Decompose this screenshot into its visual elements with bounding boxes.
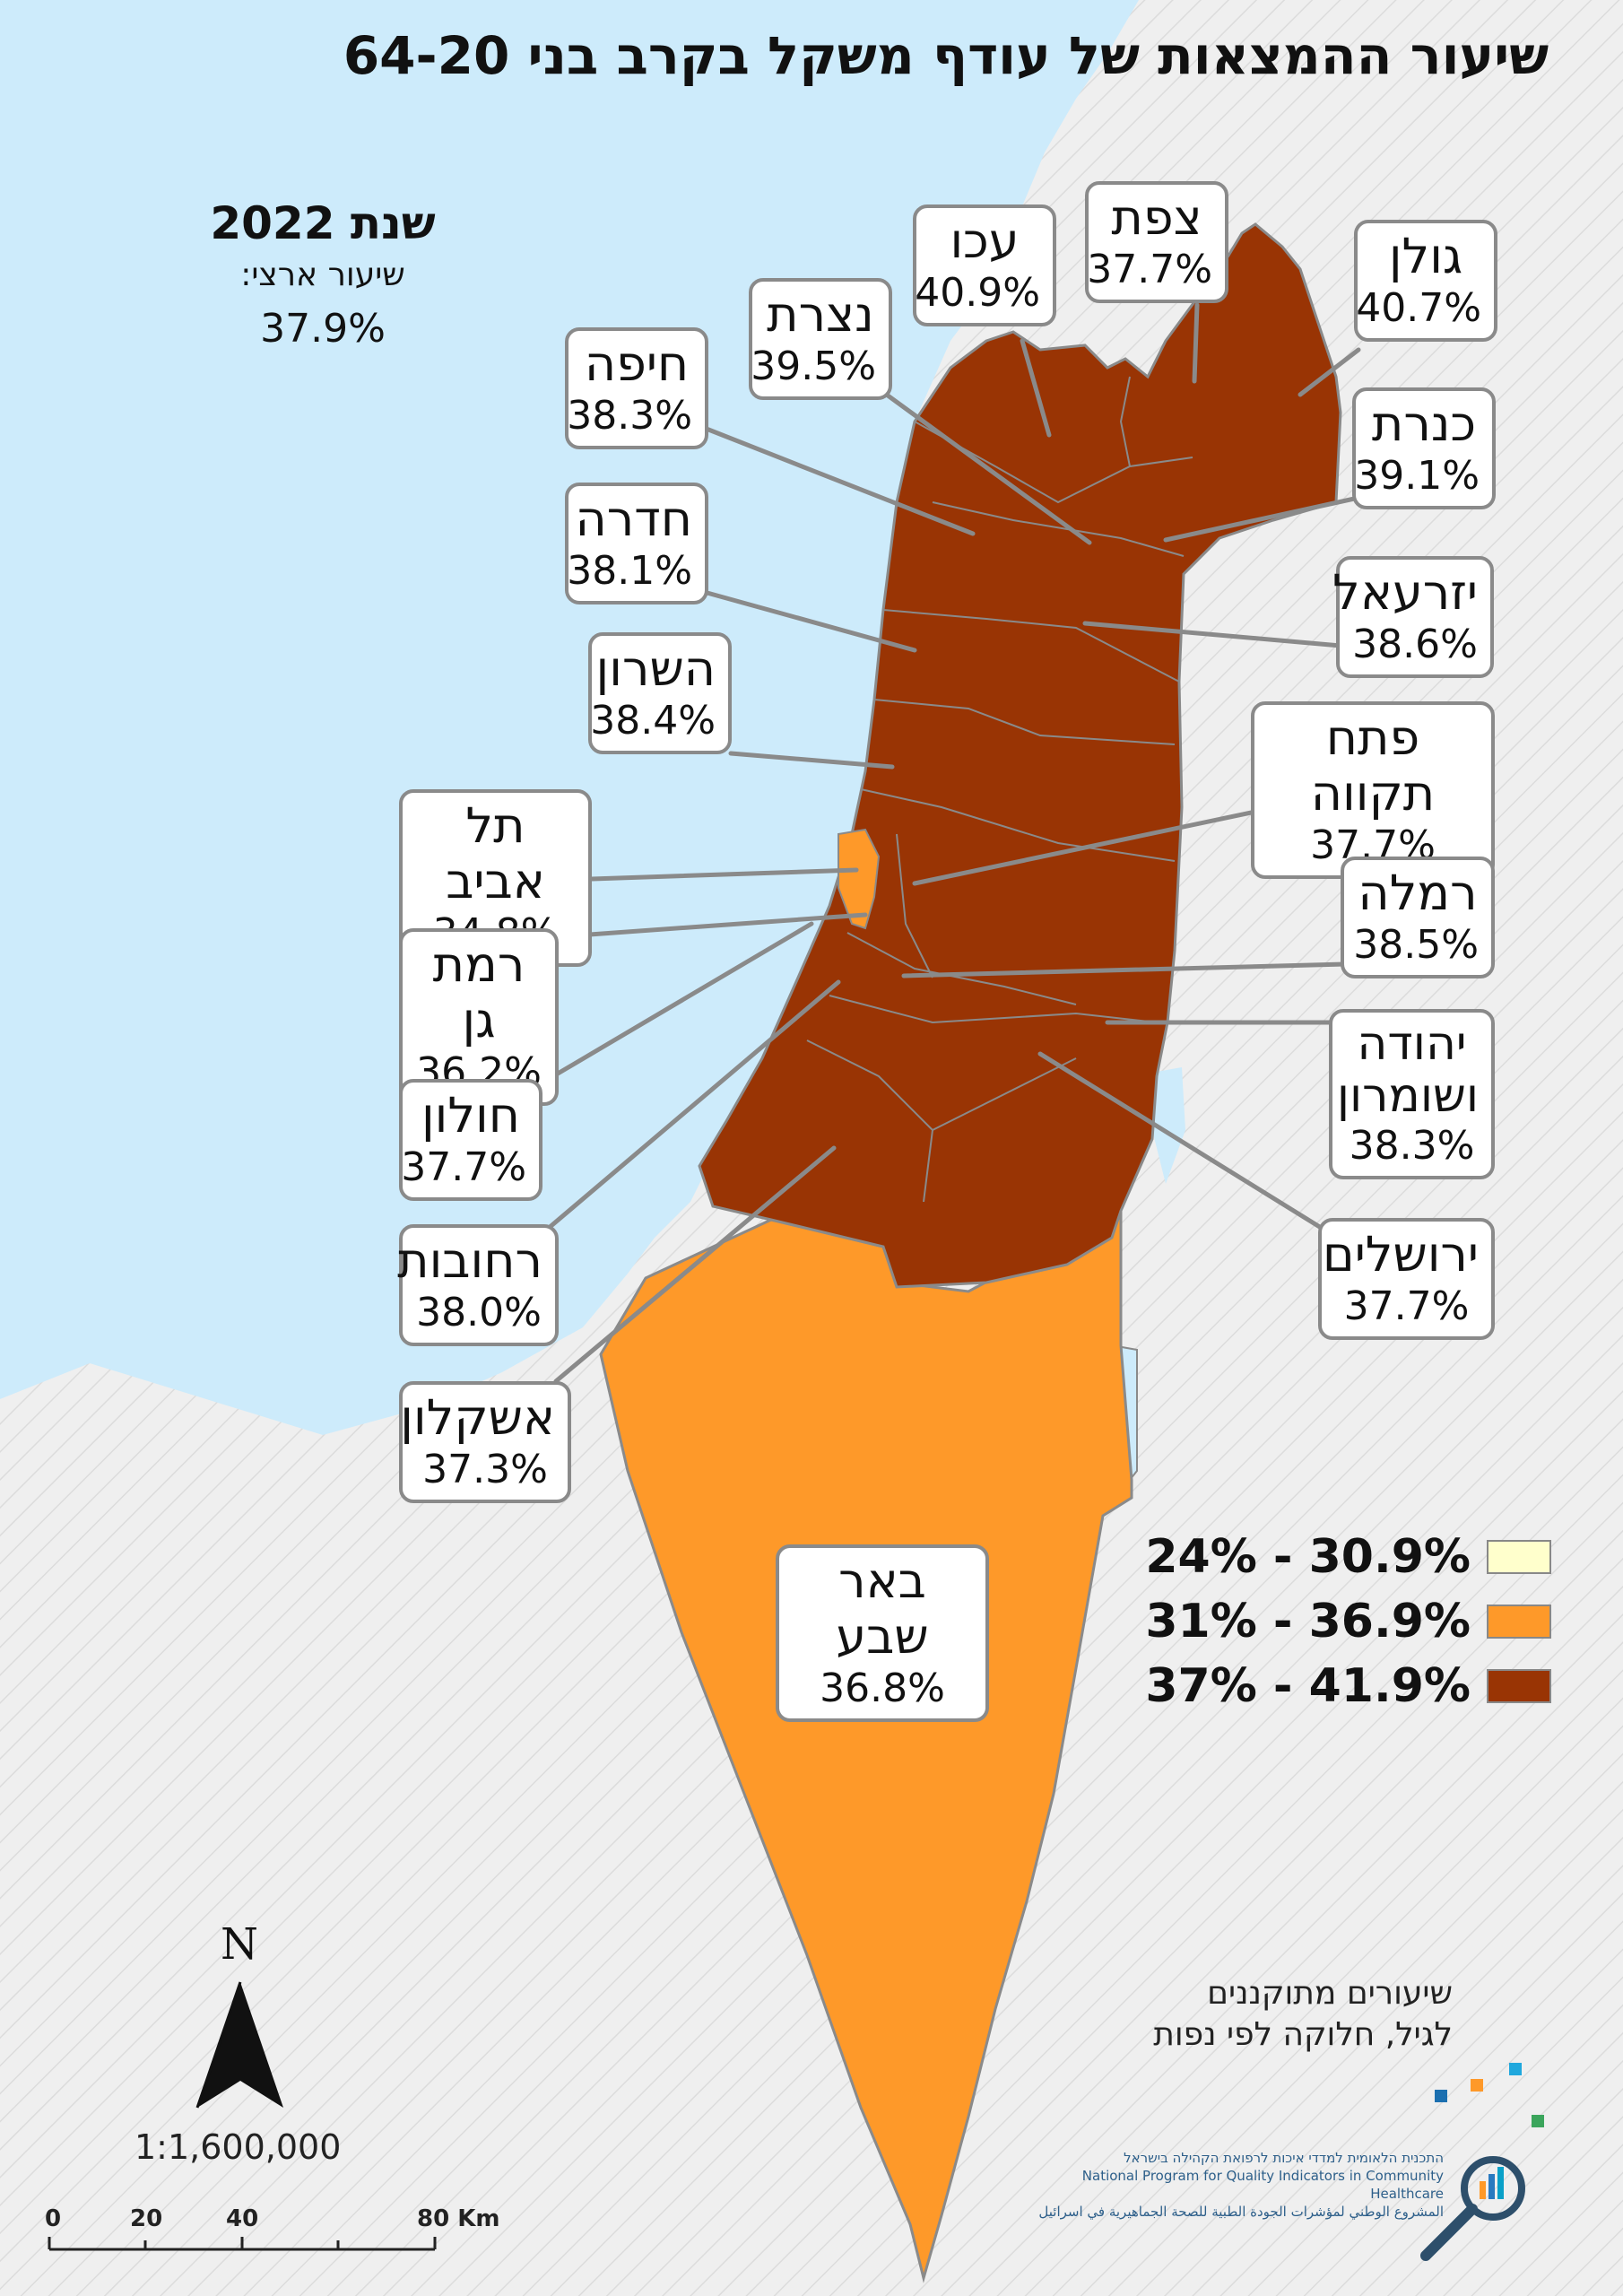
district-name: רמלה [1358, 865, 1478, 921]
district-name: כנרת [1371, 396, 1477, 452]
org-line-english: National Program for Quality Indicators … [1081, 2168, 1444, 2202]
district-name: חיפה [584, 335, 690, 392]
district-value: 40.7% [1356, 285, 1481, 331]
national-rate-value: 37.9% [260, 306, 386, 352]
callout-golan: גולן 40.7% [1354, 220, 1497, 342]
district-beersheva [599, 1208, 1133, 2283]
callout-ashkelon: אשקלון 37.3% [399, 1381, 571, 1503]
district-value: 39.1% [1354, 453, 1480, 499]
org-line-hebrew: התכנית הלאומית למדדי איכות לרפואת הקהילה… [1124, 2150, 1444, 2166]
callout-petah: פתח תקווה 37.7% [1251, 701, 1495, 879]
callout-sharon: השרון 38.4% [588, 632, 732, 754]
district-value: 38.5% [1353, 922, 1479, 968]
district-value: 37.7% [1087, 247, 1212, 292]
national-rate-label: שיעור ארצי: [240, 257, 405, 293]
callout-beersheva: באר שבע 36.8% [776, 1544, 989, 1722]
legend: 24% - 30.9% 31% - 36.9% 37% - 41.9% [1139, 1525, 1551, 1718]
callout-holon: חולון 37.7% [399, 1079, 542, 1201]
district-name: עכו [950, 213, 1020, 269]
callout-hadera: חדרה 38.1% [565, 483, 708, 604]
district-value: 37.3% [422, 1447, 548, 1492]
district-name: נצרת [767, 286, 874, 343]
legend-item: 24% - 30.9% [1139, 1525, 1551, 1589]
callout-rehovot: רחובות 38.0% [397, 1224, 559, 1346]
organization-credit: התכנית הלאומית למדדי איכות לרפואת הקהילה… [1022, 2149, 1444, 2221]
callout-natsrat: נצרת 39.5% [749, 278, 892, 400]
north-label: N [221, 1919, 258, 1970]
scale-tick-40: 40 [226, 2205, 258, 2232]
district-value: 37.7% [401, 1144, 526, 1190]
district-value: 40.9% [915, 270, 1040, 316]
legend-swatch [1487, 1669, 1551, 1703]
legend-swatch [1487, 1605, 1551, 1639]
callout-haifa: חיפה 38.3% [565, 327, 708, 449]
callout-ako: עכו 40.9% [913, 204, 1056, 326]
scale-tick-20: 20 [130, 2205, 162, 2232]
magnifier-logo-icon [1420, 2063, 1544, 2261]
callout-yehuda: יהודה ושומרון 38.3% [1329, 1009, 1495, 1179]
callout-tsfat: צפת 37.7% [1085, 181, 1228, 303]
scale-tick-80: 80 Km [417, 2205, 499, 2232]
district-borders [806, 376, 1193, 1203]
district-value: 38.4% [590, 698, 716, 744]
callout-ramla: רמלה 38.5% [1341, 857, 1495, 978]
district-value: 38.1% [567, 548, 692, 594]
district-value: 38.6% [1352, 622, 1478, 667]
district-value: 37.7% [1343, 1283, 1470, 1329]
district-value: 38.0% [416, 1290, 542, 1335]
callout-jerusalem: ירושלים 37.7% [1318, 1218, 1495, 1340]
district-name: חדרה [575, 491, 692, 547]
legend-label: 24% - 30.9% [1145, 1530, 1471, 1584]
map-title: שיעור ההמצאות של עודף משקל בקרב בני 64-2… [343, 25, 1549, 86]
district-name: רמת גן [432, 936, 525, 1048]
district-name: תל אביב [446, 797, 545, 909]
district-value: 39.5% [751, 344, 876, 389]
org-line-arabic: المشروع الوطني لمؤشرات الجودة الطبية للص… [1038, 2204, 1444, 2220]
district-name: רחובות [397, 1232, 542, 1289]
legend-item: 37% - 41.9% [1139, 1654, 1551, 1718]
district-telaviv [838, 828, 881, 930]
dead-sea [1152, 1067, 1185, 1184]
note-line: שיעורים מתוקננים [1207, 1975, 1453, 2012]
district-name: אשקלון [400, 1389, 555, 1446]
standardization-note: שיעורים מתוקננים לגיל, חלוקה לפי נפות [1022, 1973, 1453, 2056]
leader-lines [535, 302, 1361, 1384]
district-value: 38.3% [1349, 1123, 1475, 1169]
district-name: באר שבע [836, 1552, 929, 1665]
district-name: יזרעאל [1332, 564, 1478, 621]
district-name: חולון [421, 1087, 521, 1144]
legend-item: 31% - 36.9% [1139, 1589, 1551, 1654]
district-name: יהודה ושומרון [1336, 1017, 1479, 1123]
district-value: 36.8% [820, 1665, 945, 1711]
district-name: ירושלים [1322, 1226, 1479, 1283]
year-box: שנת 2022 שיעור ארצי: 37.9% [126, 197, 520, 352]
scale-bar [48, 2237, 437, 2251]
legend-swatch [1487, 1540, 1551, 1574]
legend-label: 31% - 36.9% [1145, 1595, 1471, 1648]
scale-tick-0: 0 [45, 2205, 61, 2232]
district-name: צפת [1111, 189, 1202, 246]
callout-kineret: כנרת 39.1% [1352, 387, 1496, 509]
callout-yizrael: יזרעאל 38.6% [1332, 556, 1494, 678]
district-value: 38.3% [567, 393, 692, 439]
year-label: שנת 2022 [210, 197, 436, 249]
district-name: השרון [595, 640, 716, 697]
district-name: גולן [1388, 228, 1463, 284]
district-name: פתח תקווה [1310, 709, 1436, 822]
legend-label: 37% - 41.9% [1145, 1659, 1471, 1713]
scale-ratio: 1:1,600,000 [135, 2127, 342, 2167]
note-line: לגיל, חלוקה לפי נפות [1153, 2016, 1453, 2053]
